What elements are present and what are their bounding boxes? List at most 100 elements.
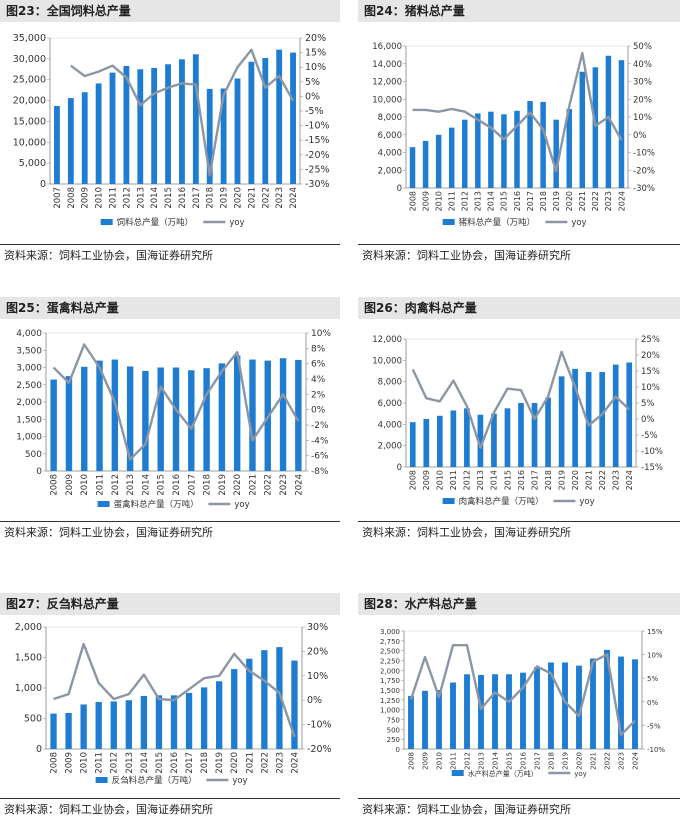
y-left-tick-label: 3,000 — [380, 628, 400, 636]
x-tick-label: 2020 — [230, 752, 240, 774]
bar — [67, 98, 74, 184]
x-tick-label: 2015 — [164, 187, 174, 209]
bar — [545, 397, 551, 467]
x-tick-label: 2007 — [53, 187, 63, 209]
bar — [520, 672, 526, 749]
x-tick-label: 2021 — [589, 752, 597, 770]
y-left-tick-label: 1,500 — [15, 653, 42, 664]
x-tick-label: 2019 — [557, 470, 566, 490]
x-tick-label: 2024 — [617, 191, 626, 211]
bar — [562, 662, 568, 749]
x-tick-label: 2019 — [220, 187, 230, 209]
y-right-tick-label: 2% — [311, 390, 326, 400]
x-tick-label: 2014 — [491, 751, 499, 769]
bar — [553, 119, 559, 188]
chart-panel-aqua-feed: 图28：水产料总产量 0 250 500 750 1,000 1,250 1,500 1,75… — [358, 593, 680, 821]
y-left-tick-label: 3,500 — [16, 346, 42, 356]
y-left-tick-label: 15,000 — [13, 116, 46, 127]
y-left-tick-label: 500 — [24, 714, 42, 725]
y-left-tick-label: 5,000 — [19, 158, 46, 169]
y-left-tick-label: 0 — [396, 746, 400, 754]
x-tick-label: 2017 — [533, 752, 541, 770]
x-tick-label: 2023 — [279, 474, 289, 496]
chart-ruminant-feed: 0 500 1,000 1,500 2,000 -20% -10% 0% 10% 20% 30% 20… — [15, 622, 332, 786]
x-tick-label: 2015 — [505, 752, 513, 770]
bar — [246, 658, 253, 749]
chart-title: 图28：水产料总产量 — [358, 593, 680, 615]
y-right-tick-label: -10% — [305, 121, 330, 132]
x-tick-label: 2018 — [539, 191, 548, 211]
y-left-tick-label: 35,000 — [13, 33, 46, 44]
x-tick-label: 2023 — [275, 187, 285, 209]
x-tick-label: 2010 — [435, 752, 443, 770]
y-right-tick-label: 15% — [647, 628, 663, 636]
x-tick-label: 2020 — [571, 470, 580, 490]
bar — [50, 713, 57, 749]
y-left-tick-label: 4,000 — [378, 149, 402, 159]
bar — [423, 419, 430, 467]
y-left-tick-label: 750 — [387, 717, 400, 725]
bar — [290, 52, 296, 184]
x-tick-label: 2020 — [565, 191, 574, 211]
x-tick-label: 2018 — [206, 187, 216, 209]
bar — [409, 147, 416, 188]
y-left-tick-label: 0 — [36, 467, 42, 477]
x-tick-label: 2012 — [463, 470, 472, 490]
y-right-tick-label: -20% — [633, 166, 655, 176]
y-right-tick-label: 30% — [633, 78, 652, 88]
y-left-tick-label: 0 — [397, 463, 402, 473]
y-left-tick-label: 1,500 — [16, 415, 42, 425]
bar — [450, 410, 457, 467]
bar — [206, 88, 213, 184]
y-left-tick-label: 0 — [397, 184, 402, 194]
legend-line-label: yoy — [571, 218, 586, 228]
bar — [450, 682, 456, 749]
chart-title: 图25：蛋禽料总产量 — [0, 297, 340, 319]
bar — [618, 60, 625, 189]
y-left-tick-label: 2,250 — [380, 658, 400, 666]
legend-bar-swatch — [442, 219, 455, 225]
y-right-tick-label: 5% — [647, 675, 658, 683]
y-left-tick-label: 500 — [25, 450, 42, 460]
x-tick-label: 2008 — [50, 752, 60, 774]
bar — [188, 370, 195, 471]
y-left-tick-label: 14,000 — [372, 60, 402, 70]
x-tick-label: 2013 — [474, 191, 483, 211]
chart-broiler-feed: 0 2,000 4,000 6,000 8,000 10,000 12,000 -15% -10… — [372, 335, 663, 507]
bar — [179, 59, 185, 184]
bar — [137, 69, 144, 184]
y-left-tick-label: 1,000 — [380, 707, 400, 715]
x-tick-label: 2024 — [290, 752, 300, 774]
bar — [109, 72, 116, 184]
legend-bar-swatch — [451, 770, 464, 776]
y-left-tick-label: 8,000 — [378, 378, 402, 388]
y-left-tick-label: 10,000 — [372, 95, 402, 105]
x-tick-label: 2016 — [170, 752, 180, 774]
bar — [618, 656, 624, 749]
bar — [216, 681, 223, 749]
x-tick-label: 2014 — [487, 191, 496, 211]
y-right-tick-label: 5% — [641, 399, 655, 409]
y-left-tick-label: 2,000 — [378, 442, 402, 452]
y-left-tick-label: 25,000 — [13, 75, 46, 86]
y-right-tick-label: -15% — [641, 463, 663, 473]
y-left-tick-label: 1,250 — [380, 697, 400, 705]
x-tick-label: 2018 — [544, 470, 553, 490]
x-tick-label: 2011 — [95, 752, 105, 774]
legend-bar-swatch — [95, 777, 108, 783]
y-right-tick-label: 30% — [307, 622, 328, 633]
x-tick-label: 2018 — [200, 752, 210, 774]
y-left-tick-label: 10,000 — [13, 137, 46, 148]
bar — [172, 367, 180, 471]
x-tick-label: 2016 — [517, 470, 526, 490]
bar — [96, 360, 103, 471]
chart-panel-pig-feed: 图24：猪料总产量 0 2,000 4,000 6,000 8,000 10,000 12,… — [358, 0, 680, 262]
bar — [585, 372, 592, 467]
chart-source: 资料来源：饲料工业协会，国海证券研究所 — [0, 244, 340, 263]
bar — [492, 674, 498, 749]
x-tick-label: 2024 — [625, 470, 634, 490]
x-tick-label: 2012 — [463, 752, 471, 770]
bar — [514, 110, 520, 188]
bar — [126, 366, 134, 471]
chart-panel-broiler-feed: 图26：肉禽料总产量 0 2,000 4,000 6,000 8,000 10,000 12… — [358, 297, 680, 542]
